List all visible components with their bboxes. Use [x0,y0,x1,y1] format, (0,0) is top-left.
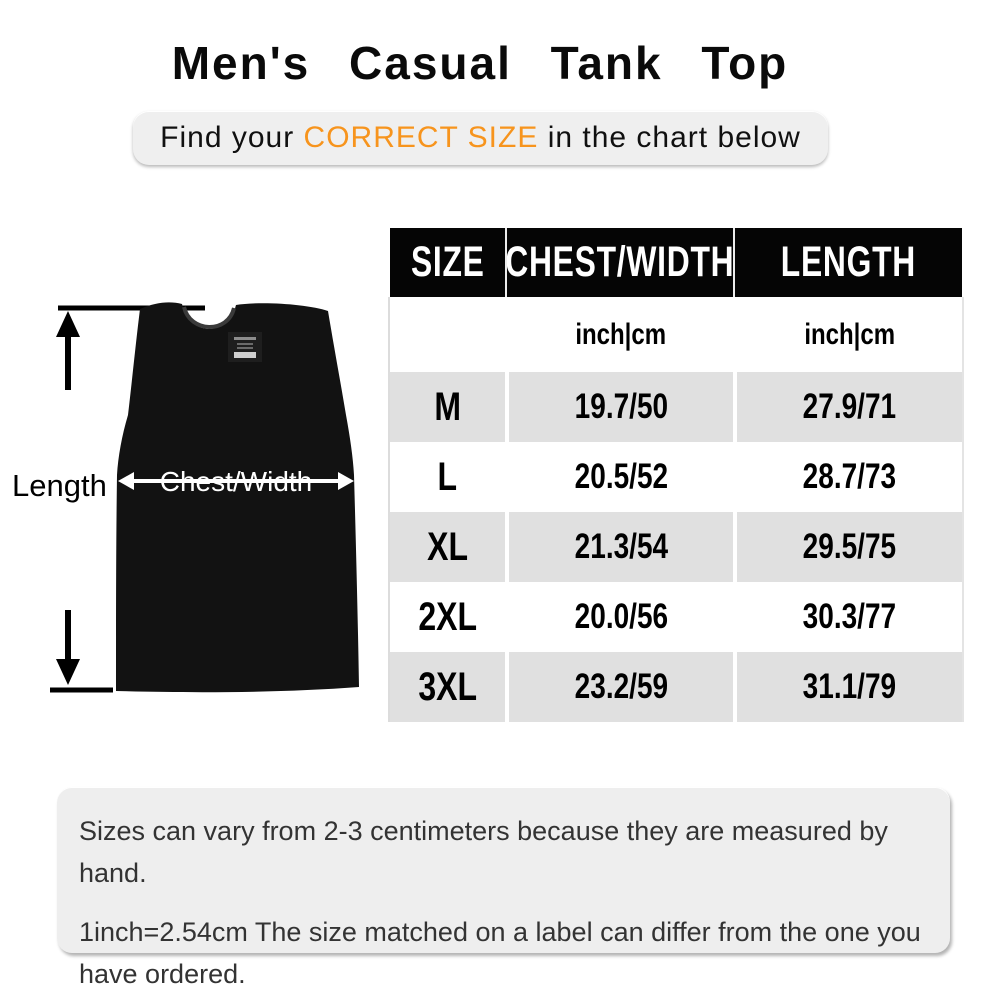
chest-cell: 19.7/50 [505,372,733,442]
table-header-size: SIZE [390,228,505,297]
chest-cell: 20.0/56 [505,582,733,652]
length-label: Length [12,468,107,503]
length-cell: 28.7/73 [733,442,962,512]
size-cell: 2XL [390,582,505,652]
page-title: Men's Casual Tank Top [171,37,789,89]
tank-top-graphic [116,302,359,693]
note-conversion: 1inch=2.54cm The size matched on a label… [79,916,921,989]
unit-cell-length: inch|cm [733,297,962,372]
size-cell: M [390,372,505,442]
unit-cell-chest: inch|cm [505,297,733,372]
tank-top-measurement-diagram: Length Chest/Width [12,302,359,693]
size-table: SIZE CHEST/WIDTH LENGTH inch|cm inch|cm … [390,228,962,722]
table-header-length: LENGTH [733,228,962,297]
size-cell: L [390,442,505,512]
length-cell: 27.9/71 [733,372,962,442]
note-variance: Sizes can vary from 2-3 centimeters beca… [79,816,888,888]
length-arrow-down [50,610,113,693]
table-header-chest-width: CHEST/WIDTH [505,228,733,297]
unit-cell-empty [390,297,505,372]
banner-text-suffix: in the chart below [547,121,801,154]
banner-text-highlight: CORRECT SIZE [303,121,539,154]
chest-cell: 23.2/59 [505,652,733,722]
sizing-notes-box: Sizes can vary from 2-3 centimeters beca… [57,787,950,989]
table-right-border [962,297,964,722]
length-cell: 30.3/77 [733,582,962,652]
size-cell: 3XL [390,652,505,722]
chest-cell: 21.3/54 [505,512,733,582]
chest-cell: 20.5/52 [505,442,733,512]
find-size-banner: Find your CORRECT SIZE in the chart belo… [133,111,828,165]
table-left-border [388,297,390,722]
chest-width-arrow [118,472,354,490]
brand-label [228,332,262,362]
length-cell: 29.5/75 [733,512,962,582]
length-cell: 31.1/79 [733,652,962,722]
size-cell: XL [390,512,505,582]
banner-text-prefix: Find your [160,121,295,154]
chest-width-label: Chest/Width [160,466,313,497]
